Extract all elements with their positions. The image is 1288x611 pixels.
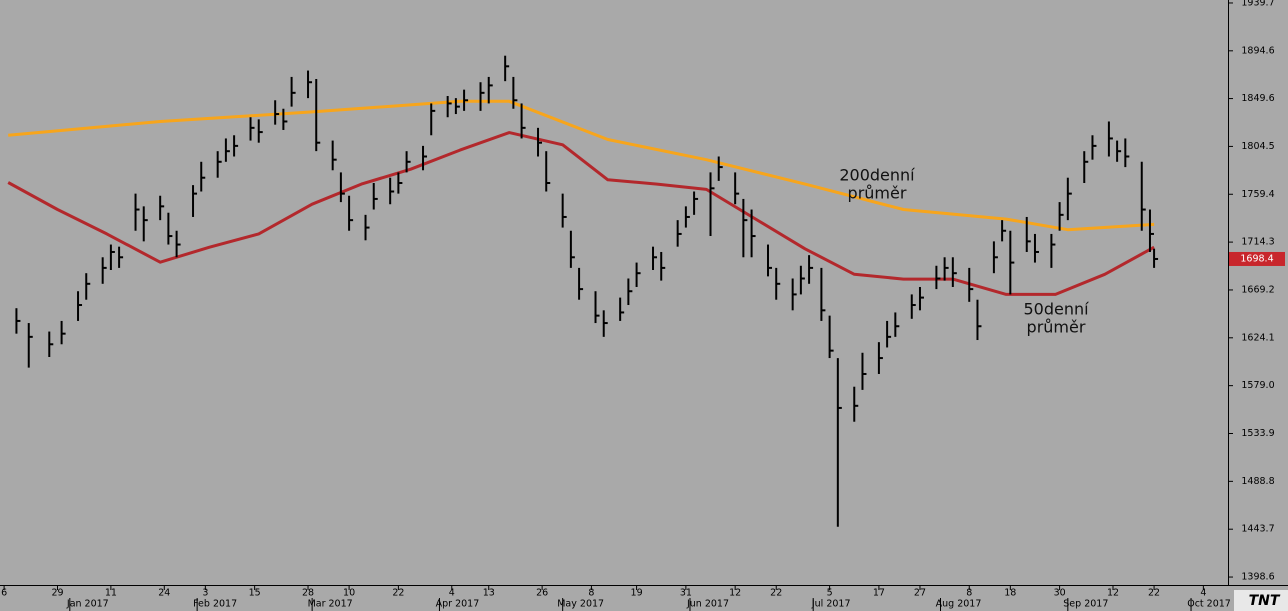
moving-average-line <box>7 131 1155 296</box>
y-tick-label: 1488.8 <box>1241 476 1274 487</box>
x-tick-label: 13 <box>483 588 495 599</box>
x-tick-label: 10 <box>343 588 355 599</box>
last-price-label: 1698.4 <box>1240 253 1273 264</box>
y-tick-label: 1894.6 <box>1241 45 1274 56</box>
y-tick-label: 1579.0 <box>1241 380 1274 391</box>
month-label: May 2017 <box>557 599 604 610</box>
month-label: Aug 2017 <box>936 599 982 610</box>
month-label: Jun 2017 <box>686 599 729 610</box>
y-tick-label: 1804.5 <box>1241 141 1274 152</box>
y-tick-label: 1624.1 <box>1241 332 1274 343</box>
y-tick-label: 1443.7 <box>1241 524 1274 535</box>
annotation-line: průměr <box>848 184 907 203</box>
x-tick-label: 3 <box>202 588 208 599</box>
x-tick-label: 6 <box>1 588 7 599</box>
annotation: 50denní průměr <box>1023 300 1089 337</box>
logo-box <box>1234 590 1288 611</box>
last-price-tag <box>1229 251 1285 266</box>
x-tick-label: 8 <box>588 588 594 599</box>
x-tick-label: 15 <box>249 588 261 599</box>
month-label: Apr 2017 <box>436 599 480 610</box>
x-tick-label: 27 <box>914 588 926 599</box>
x-tick-label: 12 <box>1107 588 1119 599</box>
annotation: 200denní průměr <box>839 166 915 203</box>
x-tick-label: 22 <box>770 588 782 599</box>
logo: TNT <box>1249 593 1281 609</box>
month-label: Oct 2017 <box>1187 599 1231 610</box>
y-tick-label: 1714.3 <box>1241 237 1274 248</box>
x-tick-label: 30 <box>1054 588 1066 599</box>
y-tick-label: 1533.9 <box>1241 428 1274 439</box>
x-tick-label: 18 <box>1004 588 1016 599</box>
x-tick-label: 19 <box>631 588 643 599</box>
x-tick-label: 24 <box>158 588 170 599</box>
x-tick-label: 26 <box>536 588 548 599</box>
x-tick-label: 31 <box>680 588 692 599</box>
x-tick-label: 22 <box>392 588 404 599</box>
month-label: Jan 2017 <box>66 599 109 610</box>
y-tick-label: 1398.6 <box>1241 572 1274 583</box>
x-tick-label: 4 <box>449 588 455 599</box>
x-tick-label: 4 <box>1200 588 1206 599</box>
month-label: Mar 2017 <box>308 599 353 610</box>
x-tick-label: 17 <box>873 588 885 599</box>
y-tick-label: 1939.7 <box>1241 0 1274 8</box>
y-tick-label: 1849.6 <box>1241 93 1274 104</box>
x-tick-label: 29 <box>51 588 63 599</box>
x-tick-label: 5 <box>827 588 833 599</box>
month-label: Sep 2017 <box>1063 599 1108 610</box>
x-tick-label: 11 <box>105 588 117 599</box>
month-label: Feb 2017 <box>193 599 237 610</box>
y-tick-label: 1759.4 <box>1241 189 1274 200</box>
x-tick-label: 8 <box>966 588 972 599</box>
annotation-line: průměr <box>1027 318 1086 337</box>
x-tick-label: 12 <box>729 588 741 599</box>
moving-average-line <box>8 99 1155 232</box>
x-tick-label: 28 <box>302 588 314 599</box>
month-label: Jul 2017 <box>811 599 851 610</box>
annotation-line: 50denní <box>1023 300 1089 319</box>
annotation-line: 200denní <box>839 166 915 185</box>
plot-area <box>7 55 1159 527</box>
x-tick-label: 22 <box>1148 588 1160 599</box>
y-tick-label: 1669.2 <box>1241 284 1274 295</box>
